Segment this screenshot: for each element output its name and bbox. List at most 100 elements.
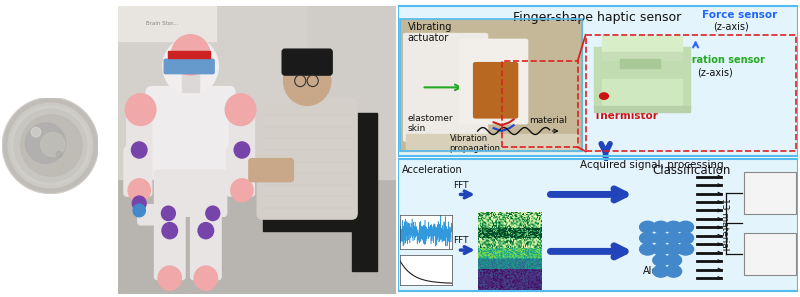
Bar [594,106,690,112]
Text: (z-axis): (z-axis) [714,22,750,32]
Text: Brain Stor...: Brain Stor... [146,21,178,26]
Bar [398,159,798,291]
FancyBboxPatch shape [474,63,518,118]
FancyBboxPatch shape [138,205,177,225]
Circle shape [162,222,178,239]
Bar [398,159,798,291]
FancyBboxPatch shape [154,170,226,216]
Circle shape [132,196,146,211]
Circle shape [198,222,214,239]
Circle shape [678,243,694,255]
FancyBboxPatch shape [164,59,214,74]
Bar [351,113,377,271]
Text: 13 material: 13 material [720,198,730,250]
FancyBboxPatch shape [282,49,332,75]
FancyBboxPatch shape [154,211,185,280]
Circle shape [226,94,256,126]
Bar [118,6,307,179]
Text: Force: Force [402,232,428,241]
Text: Power
Spectrogram: Power Spectrogram [488,238,542,257]
Text: FFT: FFT [453,181,469,190]
Text: Vibrating
actuator: Vibrating actuator [408,22,452,43]
Circle shape [14,109,87,182]
Bar [602,52,682,60]
Text: Finger-shape haptic sensor: Finger-shape haptic sensor [514,11,682,24]
Bar [744,172,795,214]
Circle shape [194,266,218,290]
Bar [168,50,210,58]
Circle shape [666,255,682,266]
Circle shape [158,266,182,290]
Circle shape [131,142,147,158]
Bar [398,6,798,156]
Circle shape [163,38,218,95]
Circle shape [206,206,220,221]
Circle shape [11,106,90,185]
Circle shape [31,127,41,137]
Circle shape [283,56,330,105]
Text: material: material [530,116,568,126]
FancyBboxPatch shape [258,98,357,219]
Text: 5 levels of
softness: 5 levels of softness [746,183,793,203]
FancyBboxPatch shape [124,147,152,196]
Circle shape [666,221,682,233]
Circle shape [653,255,669,266]
FancyBboxPatch shape [249,159,294,182]
Circle shape [126,94,156,126]
Bar [262,213,357,231]
Bar [406,134,578,148]
Circle shape [4,99,97,192]
Text: Acceleration sensor: Acceleration sensor [656,55,765,65]
Bar [586,35,795,151]
Text: Thermistor: Thermistor [594,111,658,121]
Circle shape [640,221,656,233]
Bar [400,19,582,151]
Text: Classification: Classification [653,164,730,177]
Circle shape [678,221,694,233]
Text: elastomer
skin: elastomer skin [408,113,454,133]
FancyBboxPatch shape [459,40,528,124]
Bar [602,79,682,108]
Circle shape [21,115,82,176]
Circle shape [26,123,66,163]
FancyBboxPatch shape [190,211,221,280]
FancyBboxPatch shape [146,87,235,179]
Circle shape [171,35,210,75]
Bar [502,61,578,147]
Text: Force sensor: Force sensor [702,10,777,20]
Circle shape [231,179,253,202]
Circle shape [600,93,608,99]
Circle shape [41,132,65,157]
Circle shape [133,204,146,217]
Circle shape [678,232,694,244]
Circle shape [234,142,250,158]
Circle shape [56,151,62,157]
Circle shape [653,243,669,255]
Text: FFT: FFT [453,236,469,245]
FancyBboxPatch shape [404,34,488,141]
FancyBboxPatch shape [126,110,152,153]
Bar [398,6,798,156]
Circle shape [666,266,682,277]
Circle shape [2,97,98,194]
Text: 3 surface
textures: 3 surface textures [749,244,790,264]
Bar [620,59,659,69]
Circle shape [128,179,150,202]
Circle shape [653,221,669,233]
Circle shape [8,103,93,188]
Circle shape [666,232,682,244]
Bar [400,19,582,151]
Text: Acquired signal, processing: Acquired signal, processing [579,159,723,170]
Circle shape [653,232,669,244]
Text: (z-axis): (z-axis) [698,67,734,77]
FancyBboxPatch shape [230,110,254,153]
Bar [118,6,215,40]
Bar [594,47,690,108]
Circle shape [640,243,656,255]
Bar [602,37,682,53]
Text: Acceleration: Acceleration [402,165,462,175]
Circle shape [666,243,682,255]
Bar [744,233,795,275]
Text: AlexNet: AlexNet [642,266,681,277]
Bar [182,69,199,92]
